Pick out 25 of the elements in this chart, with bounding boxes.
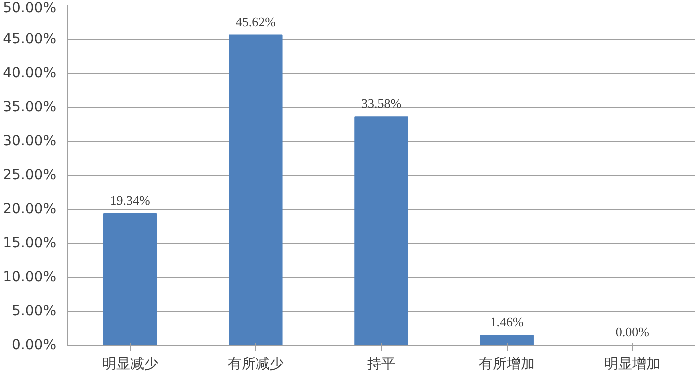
bar xyxy=(354,116,408,346)
bar xyxy=(480,335,534,346)
y-tick-label: 15.00% xyxy=(3,236,57,252)
y-tick-label: 0.00% xyxy=(12,338,57,354)
y-tick-label: 45.00% xyxy=(3,32,57,48)
bar xyxy=(229,34,283,346)
data-label: 33.58% xyxy=(361,96,402,112)
data-label: 45.62% xyxy=(236,14,276,30)
y-tick-label: 5.00% xyxy=(12,304,57,320)
x-tick-label: 有所增加 xyxy=(479,356,536,372)
y-tick-label: 30.00% xyxy=(3,134,57,150)
y-tick-label: 35.00% xyxy=(3,100,57,116)
x-tick-label: 有所减少 xyxy=(228,356,284,372)
y-tick-label: 20.00% xyxy=(3,202,57,218)
data-label: 0.00% xyxy=(616,324,650,340)
data-label: 1.46% xyxy=(490,314,524,330)
x-tick-label: 持平 xyxy=(368,356,396,372)
y-tick-label: 50.00% xyxy=(3,0,57,16)
x-tick-label: 明显减少 xyxy=(102,356,158,372)
y-tick-label: 40.00% xyxy=(3,66,57,82)
data-label: 19.34% xyxy=(110,192,151,208)
y-tick-label: 10.00% xyxy=(3,270,57,286)
x-tick-label: 明显增加 xyxy=(604,356,661,372)
y-tick-label: 25.00% xyxy=(3,168,57,184)
bar xyxy=(103,213,158,346)
